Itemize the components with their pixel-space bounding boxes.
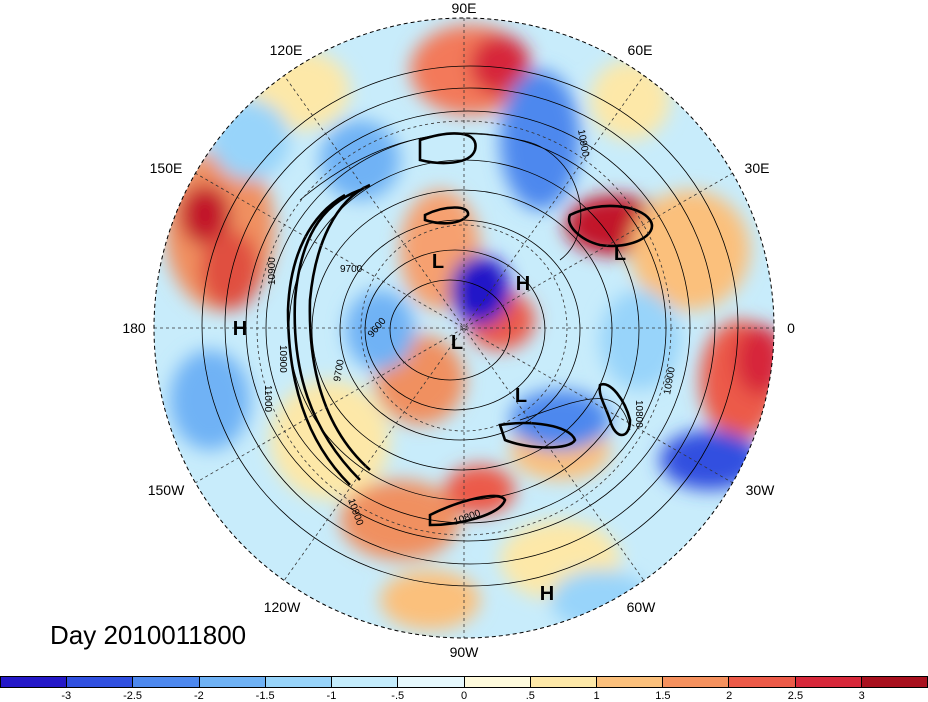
contour-label: 10900 <box>267 257 278 285</box>
lon-label-0: 0 <box>787 320 795 336</box>
colorbar-swatch <box>861 677 928 687</box>
colorbar-swatch <box>332 677 399 687</box>
contour-label: 10900 <box>277 345 288 373</box>
colorbar-tick-label: -2 <box>193 690 204 702</box>
lon-label-90w: 90W <box>449 644 479 660</box>
colorbar-swatch <box>464 677 531 687</box>
colorbar-swatch <box>795 677 862 687</box>
center-h-1: H <box>233 318 247 340</box>
contour-label: 10900 <box>662 366 678 396</box>
colorbar-tick-label: 1.5 <box>655 690 671 702</box>
height-contours <box>201 65 739 587</box>
jet-contours <box>286 132 654 527</box>
lon-label-150e: 150E <box>149 160 183 176</box>
colorbar-tick-label: -2.5 <box>123 690 143 702</box>
lon-label-90e: 90E <box>451 0 477 16</box>
colorbar-tick-label: -3 <box>61 690 72 702</box>
lon-label-60w: 60W <box>626 599 656 615</box>
anomaly-shading <box>154 18 774 638</box>
colorbar-tick-label: -1 <box>326 690 337 702</box>
center-l-2: L <box>451 332 463 354</box>
lon-label-150w: 150W <box>147 482 185 498</box>
lon-label-30w: 30W <box>745 482 775 498</box>
colorbar-swatch <box>199 677 266 687</box>
colorbar-swatch <box>530 677 597 687</box>
map-title: Day 2010011800 <box>50 620 247 650</box>
graticule <box>154 18 774 638</box>
colorbar-tick-label: 0 <box>460 690 468 702</box>
colorbar-swatch <box>1 677 68 687</box>
colorbar-tick-label: -.5 <box>391 690 405 702</box>
lon-label-120e: 120E <box>269 42 303 58</box>
colorbar-tick-label: 1 <box>593 690 600 702</box>
colorbar <box>0 676 928 688</box>
colorbar-swatch <box>729 677 796 687</box>
colorbar-swatch <box>265 677 333 687</box>
colorbar-swatch <box>67 677 134 687</box>
contour-label: 9700 <box>332 358 347 382</box>
colorbar-tick-label: .5 <box>525 690 535 702</box>
lon-label-30e: 30E <box>744 160 770 176</box>
contour-label: 9700 <box>340 264 363 275</box>
center-h-3: H <box>540 583 554 605</box>
contour-label: 10800 <box>633 400 644 428</box>
colorbar-swatch <box>398 677 465 687</box>
colorbar-tick-label: 3 <box>858 690 865 702</box>
lon-label-180: 180 <box>122 320 146 336</box>
center-l-3: L <box>515 385 527 407</box>
colorbar-tick-label: 2 <box>726 690 733 702</box>
colorbar-tick-label: -1.5 <box>255 690 275 702</box>
map-boundary <box>153 17 775 639</box>
pressure-centers: H L L H L L H <box>233 243 626 605</box>
center-l-4: L <box>614 243 626 265</box>
center-l-1: L <box>432 251 444 273</box>
colorbar-swatch <box>596 677 664 687</box>
contour-label: 11000 <box>262 385 273 413</box>
lon-label-60e: 60E <box>627 42 653 58</box>
colorbar-swatch <box>133 677 200 687</box>
lon-label-120w: 120W <box>263 599 301 615</box>
center-h-2: H <box>516 273 530 295</box>
colorbar-swatch <box>663 677 730 687</box>
contour-label: 10900 <box>575 129 591 159</box>
colorbar-tick-label: 2.5 <box>787 690 804 702</box>
